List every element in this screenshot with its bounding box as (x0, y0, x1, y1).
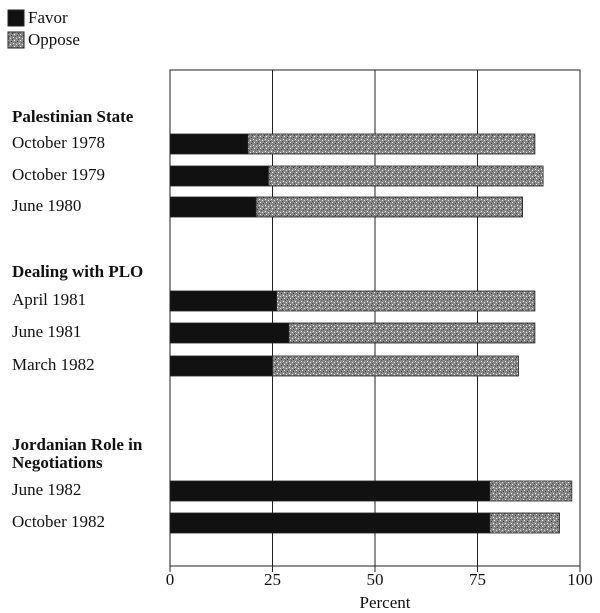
bar-segment (247, 133, 536, 155)
x-axis-title: Percent (360, 593, 411, 612)
category-label: October 1982 (12, 512, 106, 531)
x-tick-label: 50 (367, 570, 384, 589)
category-label: June 1982 (12, 480, 82, 499)
bar-segment (255, 196, 524, 218)
bar-segment (169, 355, 273, 377)
x-tick-label: 0 (166, 570, 175, 589)
category-label: June 1981 (12, 322, 82, 341)
category-label: April 1981 (12, 290, 87, 309)
bar-segment (169, 512, 491, 534)
group-header: Dealing with PLO (12, 262, 144, 281)
legend-swatch (7, 9, 25, 27)
bar-segment (489, 480, 573, 502)
x-tick-label: 25 (264, 570, 281, 589)
x-tick-label: 100 (567, 570, 593, 589)
legend-label: Favor (28, 8, 68, 27)
bar-segment (288, 322, 536, 344)
legend-label: Oppose (28, 30, 80, 49)
category-label: October 1978 (12, 133, 106, 152)
legend-swatch (7, 31, 25, 49)
bar-segment (169, 165, 269, 187)
bar-segment (272, 355, 519, 377)
group-header: Palestinian State (12, 107, 134, 126)
bar-segment (169, 480, 491, 502)
category-label: June 1980 (12, 196, 82, 215)
bar-segment (276, 290, 536, 312)
category-label: October 1979 (12, 165, 106, 184)
bar-segment (489, 512, 560, 534)
category-label: March 1982 (12, 355, 95, 374)
bar-segment (267, 165, 544, 187)
group-header: Jordanian Role in Negotiations (12, 435, 143, 472)
bar-segment (169, 133, 249, 155)
bar-segment (169, 196, 257, 218)
bar-segment (169, 290, 277, 312)
x-tick-label: 75 (469, 570, 486, 589)
bar-segment (169, 322, 290, 344)
